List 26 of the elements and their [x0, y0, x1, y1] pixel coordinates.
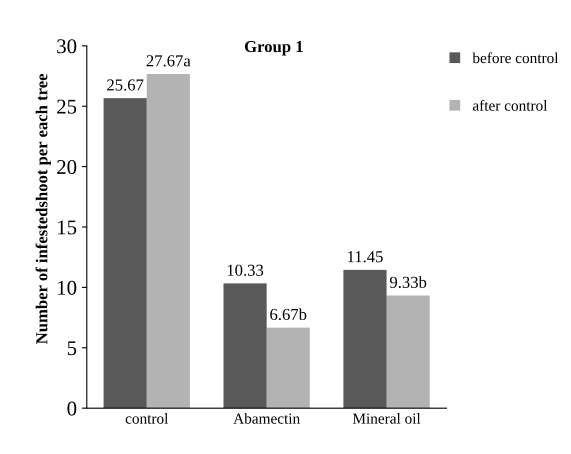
bar: [146, 74, 190, 408]
x-tick-label: control: [126, 413, 168, 424]
x-tick-label: Mineral oil: [352, 413, 420, 424]
y-tick-label: 5: [68, 341, 76, 356]
legend-label: after control: [472, 100, 548, 111]
y-tick-label: 30: [57, 39, 76, 54]
y-tick-label: 20: [57, 160, 76, 174]
y-tick-label: 15: [58, 220, 76, 234]
legend-label: before control: [472, 52, 558, 64]
y-tick-label: 25: [57, 100, 76, 114]
y-tick-label: 0: [67, 402, 76, 416]
data-label: 27.67a: [146, 55, 191, 67]
data-label: 10.33: [228, 264, 264, 276]
bar: [223, 283, 267, 408]
bar: [266, 328, 310, 408]
data-label: 6.67b: [270, 308, 306, 320]
bar: [104, 98, 147, 408]
data-label: 11.45: [348, 251, 383, 262]
bar: [386, 295, 430, 408]
data-label: 9.33b: [390, 276, 426, 288]
y-axis-title: Number of infestedshoot per each tree: [36, 74, 51, 344]
chart-title: Group 1: [244, 40, 303, 56]
bar: [343, 270, 387, 408]
data-label: 25.67: [107, 79, 144, 91]
x-tick-label: Abamectin: [233, 413, 300, 424]
y-tick-label: 10: [58, 280, 76, 295]
